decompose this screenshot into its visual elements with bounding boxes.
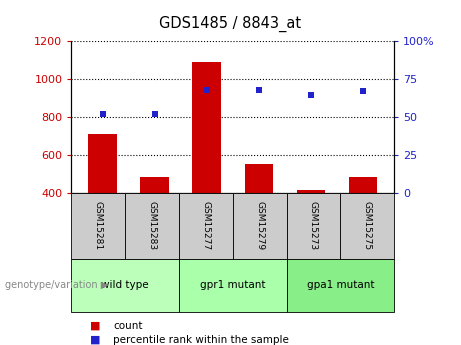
Text: ■: ■	[90, 335, 100, 345]
Bar	[141, 177, 169, 193]
Text: genotype/variation ▶: genotype/variation ▶	[5, 280, 108, 290]
Text: count: count	[113, 321, 142, 331]
Bar	[89, 134, 117, 193]
Text: GDS1485 / 8843_at: GDS1485 / 8843_at	[160, 16, 301, 32]
Bar	[349, 177, 377, 193]
Text: GSM15281: GSM15281	[94, 201, 103, 250]
Text: wild type: wild type	[101, 280, 149, 290]
Bar	[244, 164, 273, 193]
Text: percentile rank within the sample: percentile rank within the sample	[113, 335, 289, 345]
Bar	[193, 62, 221, 193]
Bar	[296, 190, 325, 193]
Text: gpa1 mutant: gpa1 mutant	[307, 280, 374, 290]
Text: ■: ■	[90, 321, 100, 331]
Text: GSM15275: GSM15275	[363, 201, 372, 250]
Text: GSM15277: GSM15277	[201, 201, 210, 250]
Text: GSM15279: GSM15279	[255, 201, 264, 250]
Text: GSM15283: GSM15283	[148, 201, 157, 250]
Text: gpr1 mutant: gpr1 mutant	[200, 280, 266, 290]
Text: GSM15273: GSM15273	[309, 201, 318, 250]
